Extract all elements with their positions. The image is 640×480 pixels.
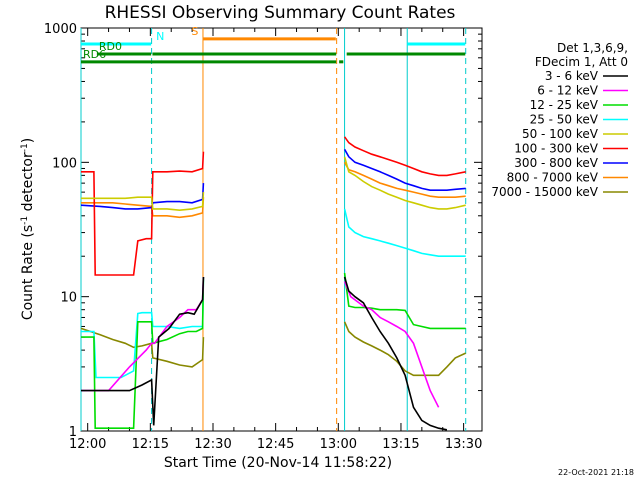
series-line xyxy=(343,276,448,431)
x-tick-label: 12:30 xyxy=(194,437,231,452)
legend-label: 7000 - 15000 keV xyxy=(491,185,598,199)
series-line xyxy=(81,276,205,426)
flag-label: RD6 xyxy=(83,48,106,61)
y-axis-label: Count Rate (s-1 detector-1) xyxy=(20,138,36,320)
x-tick-label: 13:00 xyxy=(320,437,357,452)
legend-label: 6 - 12 keV xyxy=(537,84,599,98)
legend-header-line-1: Det 1,3,6,9, xyxy=(557,41,628,55)
tick-labels: 12:00 12:15 12:30 12:45 13:00 13:15 13:30 1 10 10… xyxy=(44,22,482,452)
footer-date: 22-Oct-2021 21:18 xyxy=(558,468,634,477)
legend-header-line-2: FDecim 1, Att 0 xyxy=(535,55,628,69)
plot-frame xyxy=(80,27,483,432)
series-line xyxy=(343,161,466,198)
y-tick-label: 100 xyxy=(52,156,77,171)
event-lines xyxy=(80,28,467,431)
x-tick-label: 13:15 xyxy=(382,437,419,452)
x-tick-label: 13:30 xyxy=(445,437,482,452)
series-line xyxy=(81,151,205,276)
series-line xyxy=(80,327,205,368)
legend-label: 800 - 7000 keV xyxy=(507,171,599,185)
flag-label: RD0 xyxy=(99,40,122,53)
series-line xyxy=(343,321,467,377)
y-tick-label: 10 xyxy=(60,291,77,306)
series-line xyxy=(81,276,205,430)
axis-ticks xyxy=(81,27,482,432)
series-line xyxy=(343,136,466,177)
series-line xyxy=(81,197,205,219)
legend: Det 1,3,6,9, FDecim 1, Att 0 3 - 6 keV6 … xyxy=(491,41,628,199)
chart-title: RHESSI Observing Summary Count Rates xyxy=(105,3,456,23)
legend-label: 3 - 6 keV xyxy=(545,69,599,83)
y-tick-label: 1 xyxy=(69,425,77,440)
legend-label: 25 - 50 keV xyxy=(530,113,599,127)
flag-label: S xyxy=(191,25,198,38)
series-line xyxy=(81,276,205,379)
series-lines xyxy=(80,136,467,431)
series-line xyxy=(343,148,466,191)
flag-label: N xyxy=(156,30,164,43)
x-tick-label: 12:45 xyxy=(257,437,294,452)
legend-label: 50 - 100 keV xyxy=(522,127,599,141)
x-axis-label: Start Time (20-Nov-14 11:58:22) xyxy=(164,455,392,471)
x-tick-label: 12:15 xyxy=(132,437,169,452)
series-line xyxy=(343,281,440,408)
legend-label: 300 - 800 keV xyxy=(514,156,598,170)
series-line xyxy=(81,192,205,212)
legend-label: 12 - 25 keV xyxy=(530,98,599,112)
series-line xyxy=(343,156,466,210)
y-tick-label: 1000 xyxy=(44,22,77,37)
series-line xyxy=(343,272,466,330)
legend-label: 100 - 300 keV xyxy=(514,142,598,156)
series-line xyxy=(343,208,466,258)
x-tick-label: 12:00 xyxy=(69,437,106,452)
